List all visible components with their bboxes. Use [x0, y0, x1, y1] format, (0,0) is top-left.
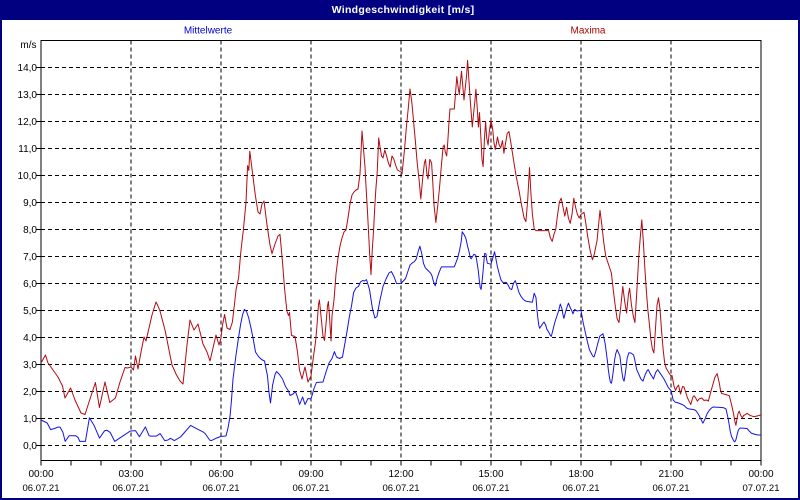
svg-text:3,0: 3,0: [23, 360, 37, 371]
svg-text:06.07.21: 06.07.21: [293, 483, 330, 494]
svg-text:21:00: 21:00: [658, 469, 683, 480]
svg-text:9,0: 9,0: [23, 198, 37, 209]
svg-text:10,0: 10,0: [18, 171, 38, 182]
svg-text:8,0: 8,0: [23, 225, 37, 236]
svg-text:12:00: 12:00: [388, 469, 413, 480]
svg-text:m/s: m/s: [20, 40, 36, 51]
svg-text:03:00: 03:00: [118, 469, 143, 480]
svg-text:5,0: 5,0: [23, 306, 37, 317]
svg-text:12,0: 12,0: [18, 117, 38, 128]
svg-text:06.07.21: 06.07.21: [563, 483, 600, 494]
svg-text:13,0: 13,0: [18, 90, 38, 101]
svg-text:7,0: 7,0: [23, 252, 37, 263]
svg-text:06.07.21: 06.07.21: [113, 483, 150, 494]
svg-text:06.07.21: 06.07.21: [383, 483, 420, 494]
svg-text:06.07.21: 06.07.21: [23, 483, 60, 494]
svg-text:11,0: 11,0: [18, 144, 37, 155]
svg-text:6,0: 6,0: [23, 279, 37, 290]
svg-text:06.07.21: 06.07.21: [473, 483, 510, 494]
svg-text:06:00: 06:00: [208, 469, 233, 480]
svg-text:06.07.21: 06.07.21: [203, 483, 240, 494]
svg-text:09:00: 09:00: [298, 469, 323, 480]
svg-text:00:00: 00:00: [748, 469, 773, 480]
svg-text:15:00: 15:00: [478, 469, 503, 480]
svg-text:Mittelwerte: Mittelwerte: [184, 26, 233, 37]
svg-text:2,0: 2,0: [23, 387, 37, 398]
svg-text:4,0: 4,0: [23, 333, 37, 344]
svg-text:14,0: 14,0: [18, 63, 38, 74]
svg-text:00:00: 00:00: [28, 469, 53, 480]
svg-text:0,0: 0,0: [23, 441, 37, 452]
svg-text:1,0: 1,0: [23, 414, 37, 425]
svg-text:Maxima: Maxima: [570, 26, 605, 37]
svg-text:18:00: 18:00: [568, 469, 593, 480]
svg-text:06.07.21: 06.07.21: [653, 483, 690, 494]
svg-text:07.07.21: 07.07.21: [743, 483, 780, 494]
